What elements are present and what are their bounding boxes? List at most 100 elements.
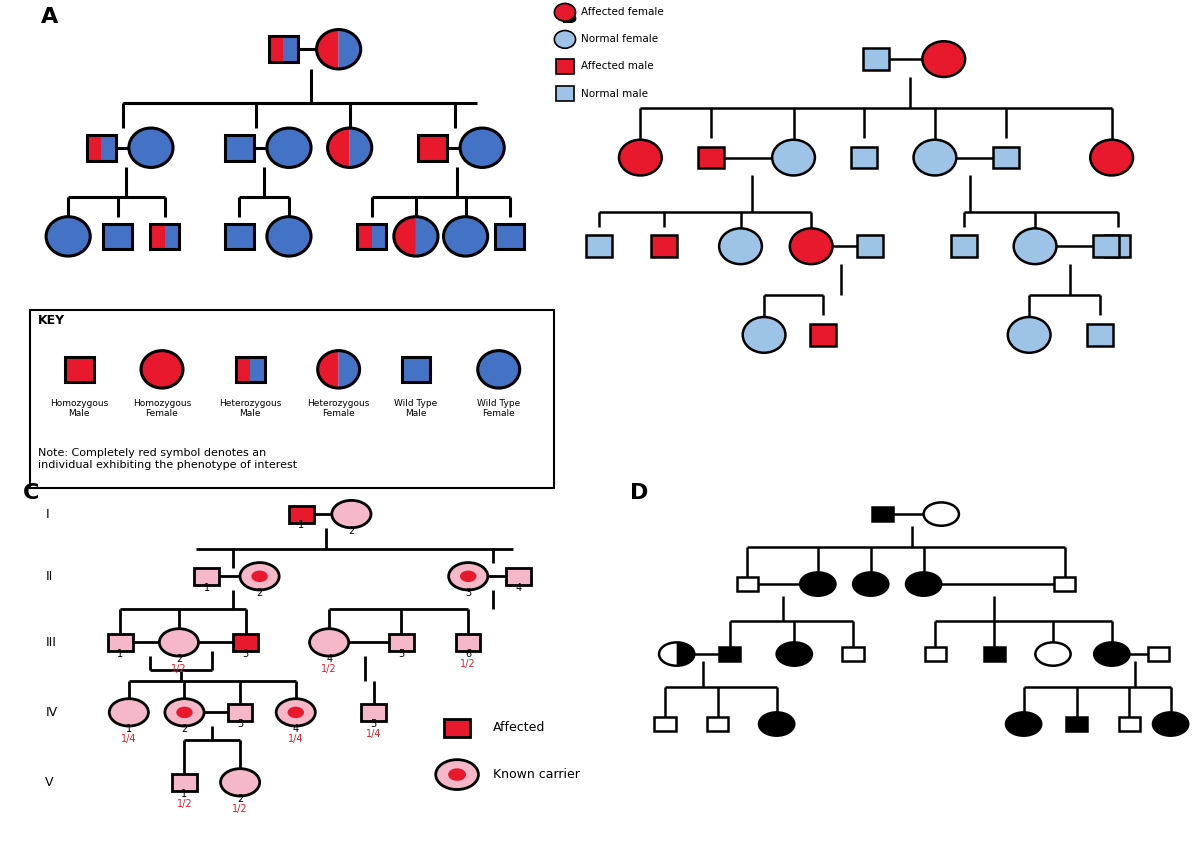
Circle shape: [436, 759, 479, 790]
Wedge shape: [338, 29, 361, 69]
Wedge shape: [677, 643, 695, 665]
Text: I: I: [46, 507, 49, 521]
Circle shape: [266, 128, 311, 168]
Text: Affected male: Affected male: [582, 61, 654, 72]
Circle shape: [554, 3, 576, 22]
Circle shape: [240, 562, 280, 590]
Bar: [236, 357, 265, 382]
Circle shape: [221, 769, 259, 796]
Bar: [418, 135, 446, 161]
Bar: [389, 634, 414, 651]
Bar: [1104, 235, 1130, 257]
Bar: [101, 135, 115, 161]
Circle shape: [478, 351, 520, 388]
Bar: [992, 147, 1019, 168]
Bar: [1118, 717, 1140, 731]
Circle shape: [1014, 228, 1056, 264]
Bar: [289, 505, 313, 523]
Circle shape: [109, 699, 149, 726]
Bar: [851, 147, 877, 168]
Bar: [1054, 577, 1075, 591]
Circle shape: [266, 217, 311, 256]
Text: Note: Completely red symbol denotes an
individual exhibiting the phenotype of in: Note: Completely red symbol denotes an i…: [38, 448, 296, 470]
Bar: [402, 357, 431, 382]
Wedge shape: [394, 217, 416, 256]
Text: B: B: [560, 8, 578, 28]
Circle shape: [444, 217, 487, 256]
Bar: [86, 135, 115, 161]
Text: IV: IV: [46, 706, 58, 719]
Wedge shape: [318, 351, 338, 388]
Bar: [925, 647, 946, 661]
Bar: [251, 357, 265, 382]
Bar: [842, 647, 864, 661]
Text: V: V: [46, 776, 54, 789]
Text: 3: 3: [238, 719, 244, 728]
Bar: [150, 224, 164, 249]
Bar: [556, 86, 574, 101]
Bar: [456, 634, 480, 651]
Circle shape: [460, 128, 504, 168]
Circle shape: [619, 140, 661, 175]
Circle shape: [1094, 643, 1129, 665]
Circle shape: [923, 41, 965, 77]
Text: Normal female: Normal female: [582, 35, 659, 44]
Bar: [86, 135, 101, 161]
Bar: [737, 577, 758, 591]
Bar: [194, 568, 218, 585]
Bar: [224, 224, 253, 249]
Circle shape: [331, 500, 371, 528]
Text: 3: 3: [242, 649, 248, 658]
Circle shape: [251, 570, 268, 582]
Text: 1: 1: [299, 520, 305, 530]
Bar: [164, 224, 179, 249]
Text: 1/2: 1/2: [233, 804, 248, 815]
Wedge shape: [416, 217, 438, 256]
Text: 1: 1: [181, 789, 187, 798]
Circle shape: [1036, 643, 1070, 665]
Circle shape: [460, 570, 476, 582]
Bar: [358, 224, 386, 249]
Text: Homozygous
Male: Homozygous Male: [50, 399, 108, 418]
Text: KEY: KEY: [38, 314, 65, 327]
Text: 1/4: 1/4: [121, 734, 137, 745]
Bar: [269, 36, 298, 62]
Bar: [228, 704, 252, 721]
Bar: [857, 235, 883, 257]
Text: Heterozygous
Female: Heterozygous Female: [307, 399, 370, 418]
Text: 4: 4: [293, 724, 299, 734]
Text: 4: 4: [515, 582, 521, 593]
Bar: [810, 324, 836, 346]
Bar: [707, 717, 728, 731]
Circle shape: [719, 228, 762, 264]
Circle shape: [743, 317, 786, 353]
Text: II: II: [46, 569, 53, 583]
Bar: [984, 647, 1004, 661]
Bar: [698, 147, 724, 168]
Bar: [236, 357, 251, 382]
Text: 1/4: 1/4: [366, 729, 382, 740]
Bar: [556, 59, 574, 74]
Bar: [1066, 717, 1087, 731]
Bar: [952, 235, 977, 257]
Wedge shape: [349, 128, 372, 168]
Wedge shape: [317, 29, 338, 69]
Text: III: III: [46, 636, 56, 649]
Text: Affected: Affected: [493, 721, 546, 734]
Wedge shape: [328, 128, 349, 168]
Circle shape: [800, 572, 835, 596]
Text: 2: 2: [236, 794, 244, 804]
Text: 1/2: 1/2: [461, 659, 476, 670]
Bar: [358, 224, 372, 249]
Text: 2: 2: [175, 654, 182, 664]
Bar: [444, 719, 470, 737]
Circle shape: [1006, 712, 1042, 735]
Circle shape: [913, 140, 956, 175]
Bar: [650, 235, 677, 257]
Text: 5: 5: [371, 719, 377, 728]
Bar: [103, 224, 132, 249]
Text: A: A: [41, 8, 58, 28]
Text: 1/2: 1/2: [176, 799, 192, 810]
Circle shape: [288, 707, 304, 718]
Bar: [269, 36, 283, 62]
